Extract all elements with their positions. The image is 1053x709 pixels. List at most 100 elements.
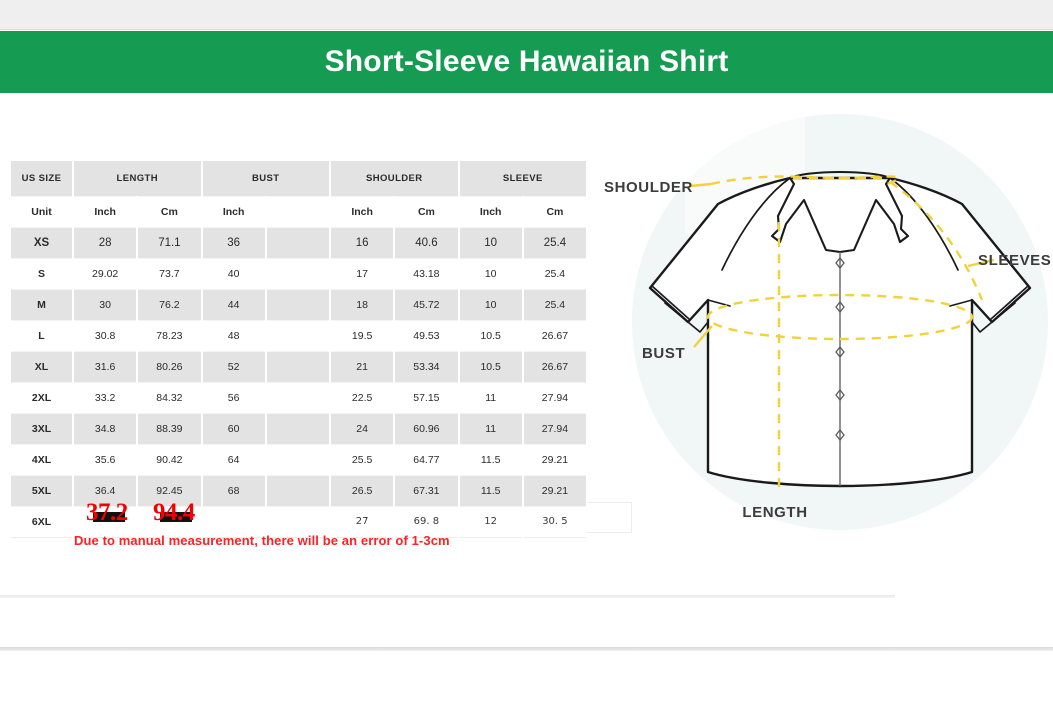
table-row: XS 28 71.1 36 16 40.6 10 25.4 — [11, 227, 589, 259]
cell-bust-inch: 56 — [201, 382, 267, 414]
cell-shoulder-cm: 45.72 — [394, 289, 460, 321]
unit-header-length-cm: Cm — [137, 196, 203, 228]
cell-shoulder-cm: 60.96 — [394, 413, 460, 445]
unit-header-shoulder-cm: Cm — [394, 196, 460, 228]
cell-size: XS — [11, 227, 74, 259]
guide-shoulder — [710, 175, 900, 186]
cell-shoulder-inch: 27 — [330, 506, 396, 538]
cell-sleeve-inch: 10 — [458, 289, 524, 321]
cell-length-cm: 71.1 — [137, 227, 203, 259]
cell-shoulder-inch: 25.5 — [330, 444, 396, 476]
cell-size: 3XL — [11, 413, 74, 445]
cell-shoulder-cm: 43.18 — [394, 258, 460, 290]
unit-header-bust-inch: Inch — [201, 196, 267, 228]
top-strip — [0, 0, 1053, 30]
redaction-bar-length-inch — [93, 512, 125, 522]
guide-sleeve — [889, 181, 984, 301]
redaction-bar-length-cm — [160, 512, 192, 522]
cell-shoulder-inch: 18 — [330, 289, 396, 321]
cell-shoulder-inch: 26.5 — [330, 475, 396, 507]
cell-bust-inch: 44 — [201, 289, 267, 321]
cell-bust-cm — [265, 506, 332, 538]
cell-sleeve-cm: 29.21 — [522, 475, 589, 507]
cell-sleeve-cm: 27.94 — [522, 382, 589, 414]
shirt-measurement-diagram: SHOULDER SLEEVES BUST LENGTH — [590, 100, 1053, 550]
cell-bust-cm — [265, 227, 332, 259]
cell-length-cm: 73.7 — [137, 258, 203, 290]
cell-bust-cm — [265, 475, 332, 507]
cell-sleeve-inch: 11 — [458, 382, 524, 414]
cell-sleeve-inch: 10.5 — [458, 351, 524, 383]
diagram-label-bust: BUST — [642, 345, 685, 362]
page-title: Short-Sleeve Hawaiian Shirt — [324, 45, 729, 78]
table-unit-header-row: Unit Inch Cm Inch Inch Cm Inch Cm — [11, 196, 589, 228]
measurement-disclaimer: Due to manual measurement, there will be… — [74, 533, 450, 548]
cell-bust-cm — [265, 444, 332, 476]
cell-length-inch: 30.8 — [73, 320, 139, 352]
measurement-guides — [689, 175, 995, 488]
cell-length-inch: 29.02 — [73, 258, 139, 290]
cell-length-inch: 36.4 — [73, 475, 139, 507]
cell-size: XL — [11, 351, 74, 383]
table-group-header-row: US SIZE LENGTH BUST SHOULDER SLEEVE — [11, 161, 589, 197]
divider-lower — [0, 647, 1053, 651]
page-title-banner: Short-Sleeve Hawaiian Shirt — [0, 31, 1053, 93]
cell-length-inch: 35.6 — [73, 444, 139, 476]
cell-size: S — [11, 258, 74, 290]
cell-sleeve-cm: 29.21 — [522, 444, 589, 476]
cell-bust-inch: 48 — [201, 320, 267, 352]
unit-header-unit: Unit — [11, 196, 74, 228]
cell-length-inch: 33.2 — [73, 382, 139, 414]
unit-header-sleeve-cm: Cm — [522, 196, 589, 228]
cell-bust-inch: 60 — [201, 413, 267, 445]
cell-sleeve-cm: 25.4 — [522, 289, 589, 321]
cell-length-cm: 92.45 — [137, 475, 203, 507]
cell-size: 5XL — [11, 475, 74, 507]
cell-sleeve-inch: 10 — [458, 227, 524, 259]
cell-bust-inch: 40 — [201, 258, 267, 290]
unit-header-shoulder-inch: Inch — [330, 196, 396, 228]
cell-shoulder-cm: 69. 8 — [394, 506, 460, 538]
cell-bust-cm — [265, 320, 332, 352]
cell-bust-inch: 68 — [201, 475, 267, 507]
table-row: 3XL 34.8 88.39 60 24 60.96 11 27.94 — [11, 413, 589, 445]
unit-header-bust-cm — [265, 196, 332, 228]
cell-bust-inch: 36 — [201, 227, 267, 259]
cell-sleeve-cm: 25.4 — [522, 227, 589, 259]
cell-shoulder-cm: 53.34 — [394, 351, 460, 383]
correction-length-cm: 94.4 — [153, 499, 195, 526]
shirt-buttons — [835, 256, 845, 442]
cell-sleeve-cm: 30. 5 — [522, 506, 589, 538]
cell-length-cm: 90.42 — [137, 444, 203, 476]
cell-size: 4XL — [11, 444, 74, 476]
unit-header-length-inch: Inch — [73, 196, 139, 228]
table-row: XL 31.6 80.26 52 21 53.34 10.5 26.67 — [11, 351, 589, 383]
correction-length-inch: 37.2 — [86, 499, 128, 526]
cell-length-cm: 80.26 — [137, 351, 203, 383]
cell-sleeve-inch: 10.5 — [458, 320, 524, 352]
cell-length-inch: 34.8 — [73, 413, 139, 445]
size-chart-table: US SIZE LENGTH BUST SHOULDER SLEEVE Unit… — [11, 161, 589, 538]
cell-shoulder-cm: 40.6 — [394, 227, 460, 259]
cell-bust-inch: 64 — [201, 444, 267, 476]
cell-shoulder-cm: 64.77 — [394, 444, 460, 476]
cell-shoulder-inch: 16 — [330, 227, 396, 259]
cell-size: M — [11, 289, 74, 321]
cell-shoulder-inch: 17 — [330, 258, 396, 290]
table-row: 5XL 36.4 92.45 68 26.5 67.31 11.5 29.21 — [11, 475, 589, 507]
cell-sleeve-inch: 11 — [458, 413, 524, 445]
cell-sleeve-cm: 26.67 — [522, 320, 589, 352]
cell-size: 2XL — [11, 382, 74, 414]
group-header-length: LENGTH — [73, 161, 203, 197]
size-chart-table-wrapper: US SIZE LENGTH BUST SHOULDER SLEEVE Unit… — [11, 161, 589, 538]
cell-shoulder-cm: 49.53 — [394, 320, 460, 352]
group-header-us-size: US SIZE — [11, 161, 74, 197]
cell-size: 6XL — [11, 506, 74, 538]
group-header-bust: BUST — [201, 161, 332, 197]
cell-length-cm: 84.32 — [137, 382, 203, 414]
cell-sleeve-cm: 27.94 — [522, 413, 589, 445]
unit-header-sleeve-inch: Inch — [458, 196, 524, 228]
cell-length-inch: 30 — [73, 289, 139, 321]
table-row: 6XL 27 69. 8 12 30. 5 — [11, 506, 589, 538]
cell-shoulder-cm: 57.15 — [394, 382, 460, 414]
